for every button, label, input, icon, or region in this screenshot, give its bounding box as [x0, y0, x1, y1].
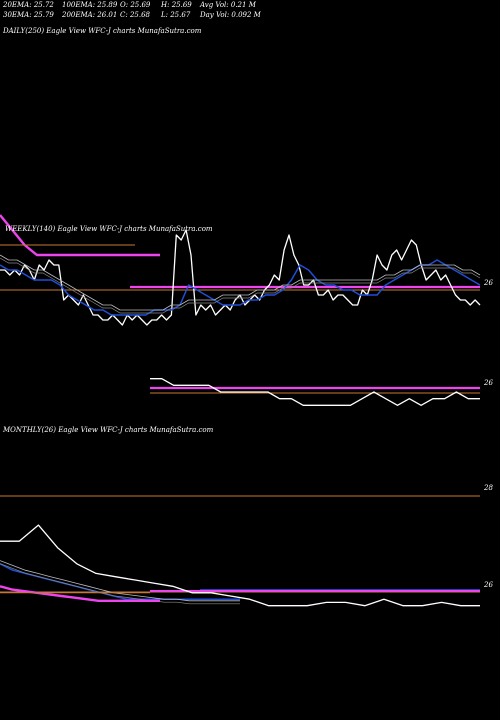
monthly-y-tick-0: 28: [483, 484, 493, 492]
weekly-y-tick-1: 26: [483, 379, 493, 387]
ema100-label: 100EMA: 25.89: [62, 1, 118, 9]
day-vol-label: Day Vol: 0.092 M: [200, 11, 261, 19]
weekly-y-tick-0: 26: [483, 279, 493, 287]
open-label: O: 25.69: [120, 1, 151, 9]
weekly-lower-price-series: [150, 378, 480, 406]
avg-vol-label: Avg Vol: 0.21 M: [200, 1, 256, 9]
monthly-ema-grey-series-2: [0, 563, 240, 605]
monthly-y-tick-1: 26: [483, 581, 493, 589]
daily-panel-label: DAILY(250) Eagle View WFC-J charts Munaf…: [3, 27, 202, 35]
weekly-ema-grey-series-2: [0, 257, 481, 314]
monthly-ema_grey-series: [0, 560, 240, 602]
close-label: C: 25.68: [120, 11, 150, 19]
weekly-ema_blue-series: [0, 259, 481, 316]
monthly-price-series: [0, 524, 480, 607]
ema20-label: 20EMA: 25.72: [3, 1, 54, 9]
weekly-ema_grey-series: [0, 254, 481, 311]
weekly-price-series: [0, 229, 481, 326]
monthly-ema_pink-series: [0, 585, 160, 602]
weekly-ema_pink-series: [0, 214, 160, 257]
high-label: H: 25.69: [161, 1, 192, 9]
weekly-panel-label: WEEKLY(140) Eagle View WFC-J charts Muna…: [5, 225, 213, 233]
monthly-panel-label: MONTHLY(26) Eagle View WFC-J charts Muna…: [3, 426, 214, 434]
low-label: L: 25.67: [161, 11, 191, 19]
ema200-label: 200EMA: 26.01: [62, 11, 118, 19]
ema30-label: 30EMA: 25.79: [3, 11, 54, 19]
